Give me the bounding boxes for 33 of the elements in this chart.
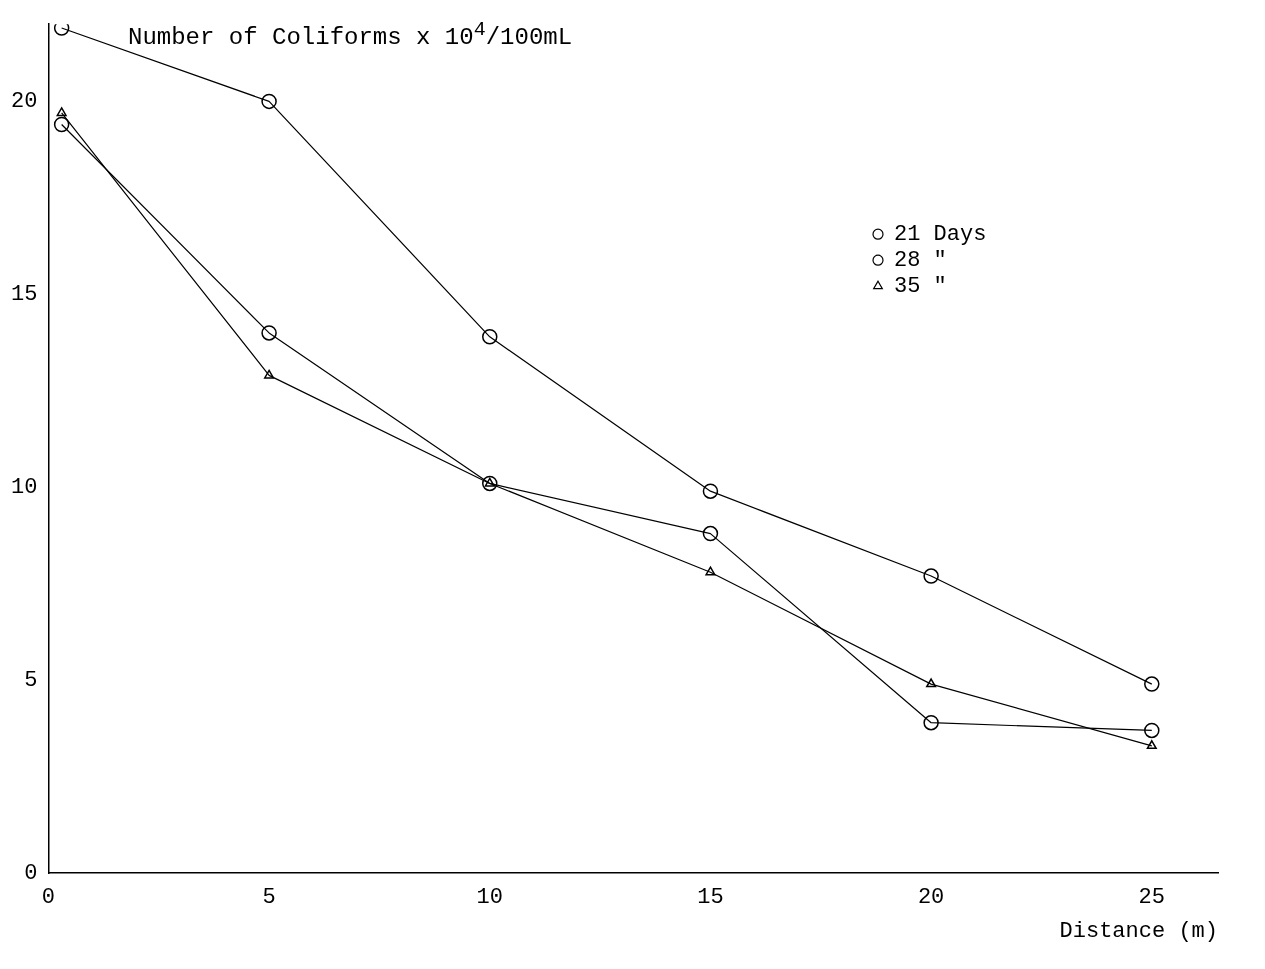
point bbox=[53, 116, 70, 133]
point bbox=[482, 475, 498, 492]
point bbox=[1144, 676, 1160, 692]
point bbox=[1144, 722, 1160, 739]
y-tick-label: 0 bbox=[24, 861, 38, 887]
point bbox=[261, 93, 277, 110]
legend-label: 28 " bbox=[894, 248, 947, 274]
x-tick-label: 0 bbox=[41, 885, 56, 911]
y-tick-label: 5 bbox=[24, 668, 38, 694]
x-tick-label: 25 bbox=[1138, 885, 1165, 911]
legend-label: 35 " bbox=[894, 274, 947, 300]
chart-title: Number of Coliforms x 10$^{4}$/100mL bbox=[128, 18, 573, 51]
point bbox=[264, 369, 275, 379]
point bbox=[482, 329, 498, 345]
point bbox=[702, 525, 719, 542]
point bbox=[923, 568, 939, 584]
x-tick-label: 20 bbox=[917, 885, 945, 911]
x-tick-label: 15 bbox=[697, 885, 724, 911]
point bbox=[56, 107, 67, 117]
point bbox=[261, 325, 277, 341]
x-tick-label: 5 bbox=[262, 885, 276, 911]
y-tick-label: 10 bbox=[11, 475, 38, 501]
y-tick-label: 20 bbox=[11, 89, 38, 115]
point bbox=[702, 483, 719, 499]
y-tick-label: 15 bbox=[11, 282, 38, 308]
x-tick-label: 10 bbox=[476, 885, 503, 911]
point bbox=[1146, 740, 1157, 750]
point bbox=[926, 678, 937, 688]
legend-label: 21 Days bbox=[894, 222, 987, 248]
x-axis-title: Distance (m) bbox=[1059, 918, 1218, 944]
point bbox=[53, 24, 70, 36]
point bbox=[923, 714, 939, 731]
point bbox=[705, 566, 716, 576]
